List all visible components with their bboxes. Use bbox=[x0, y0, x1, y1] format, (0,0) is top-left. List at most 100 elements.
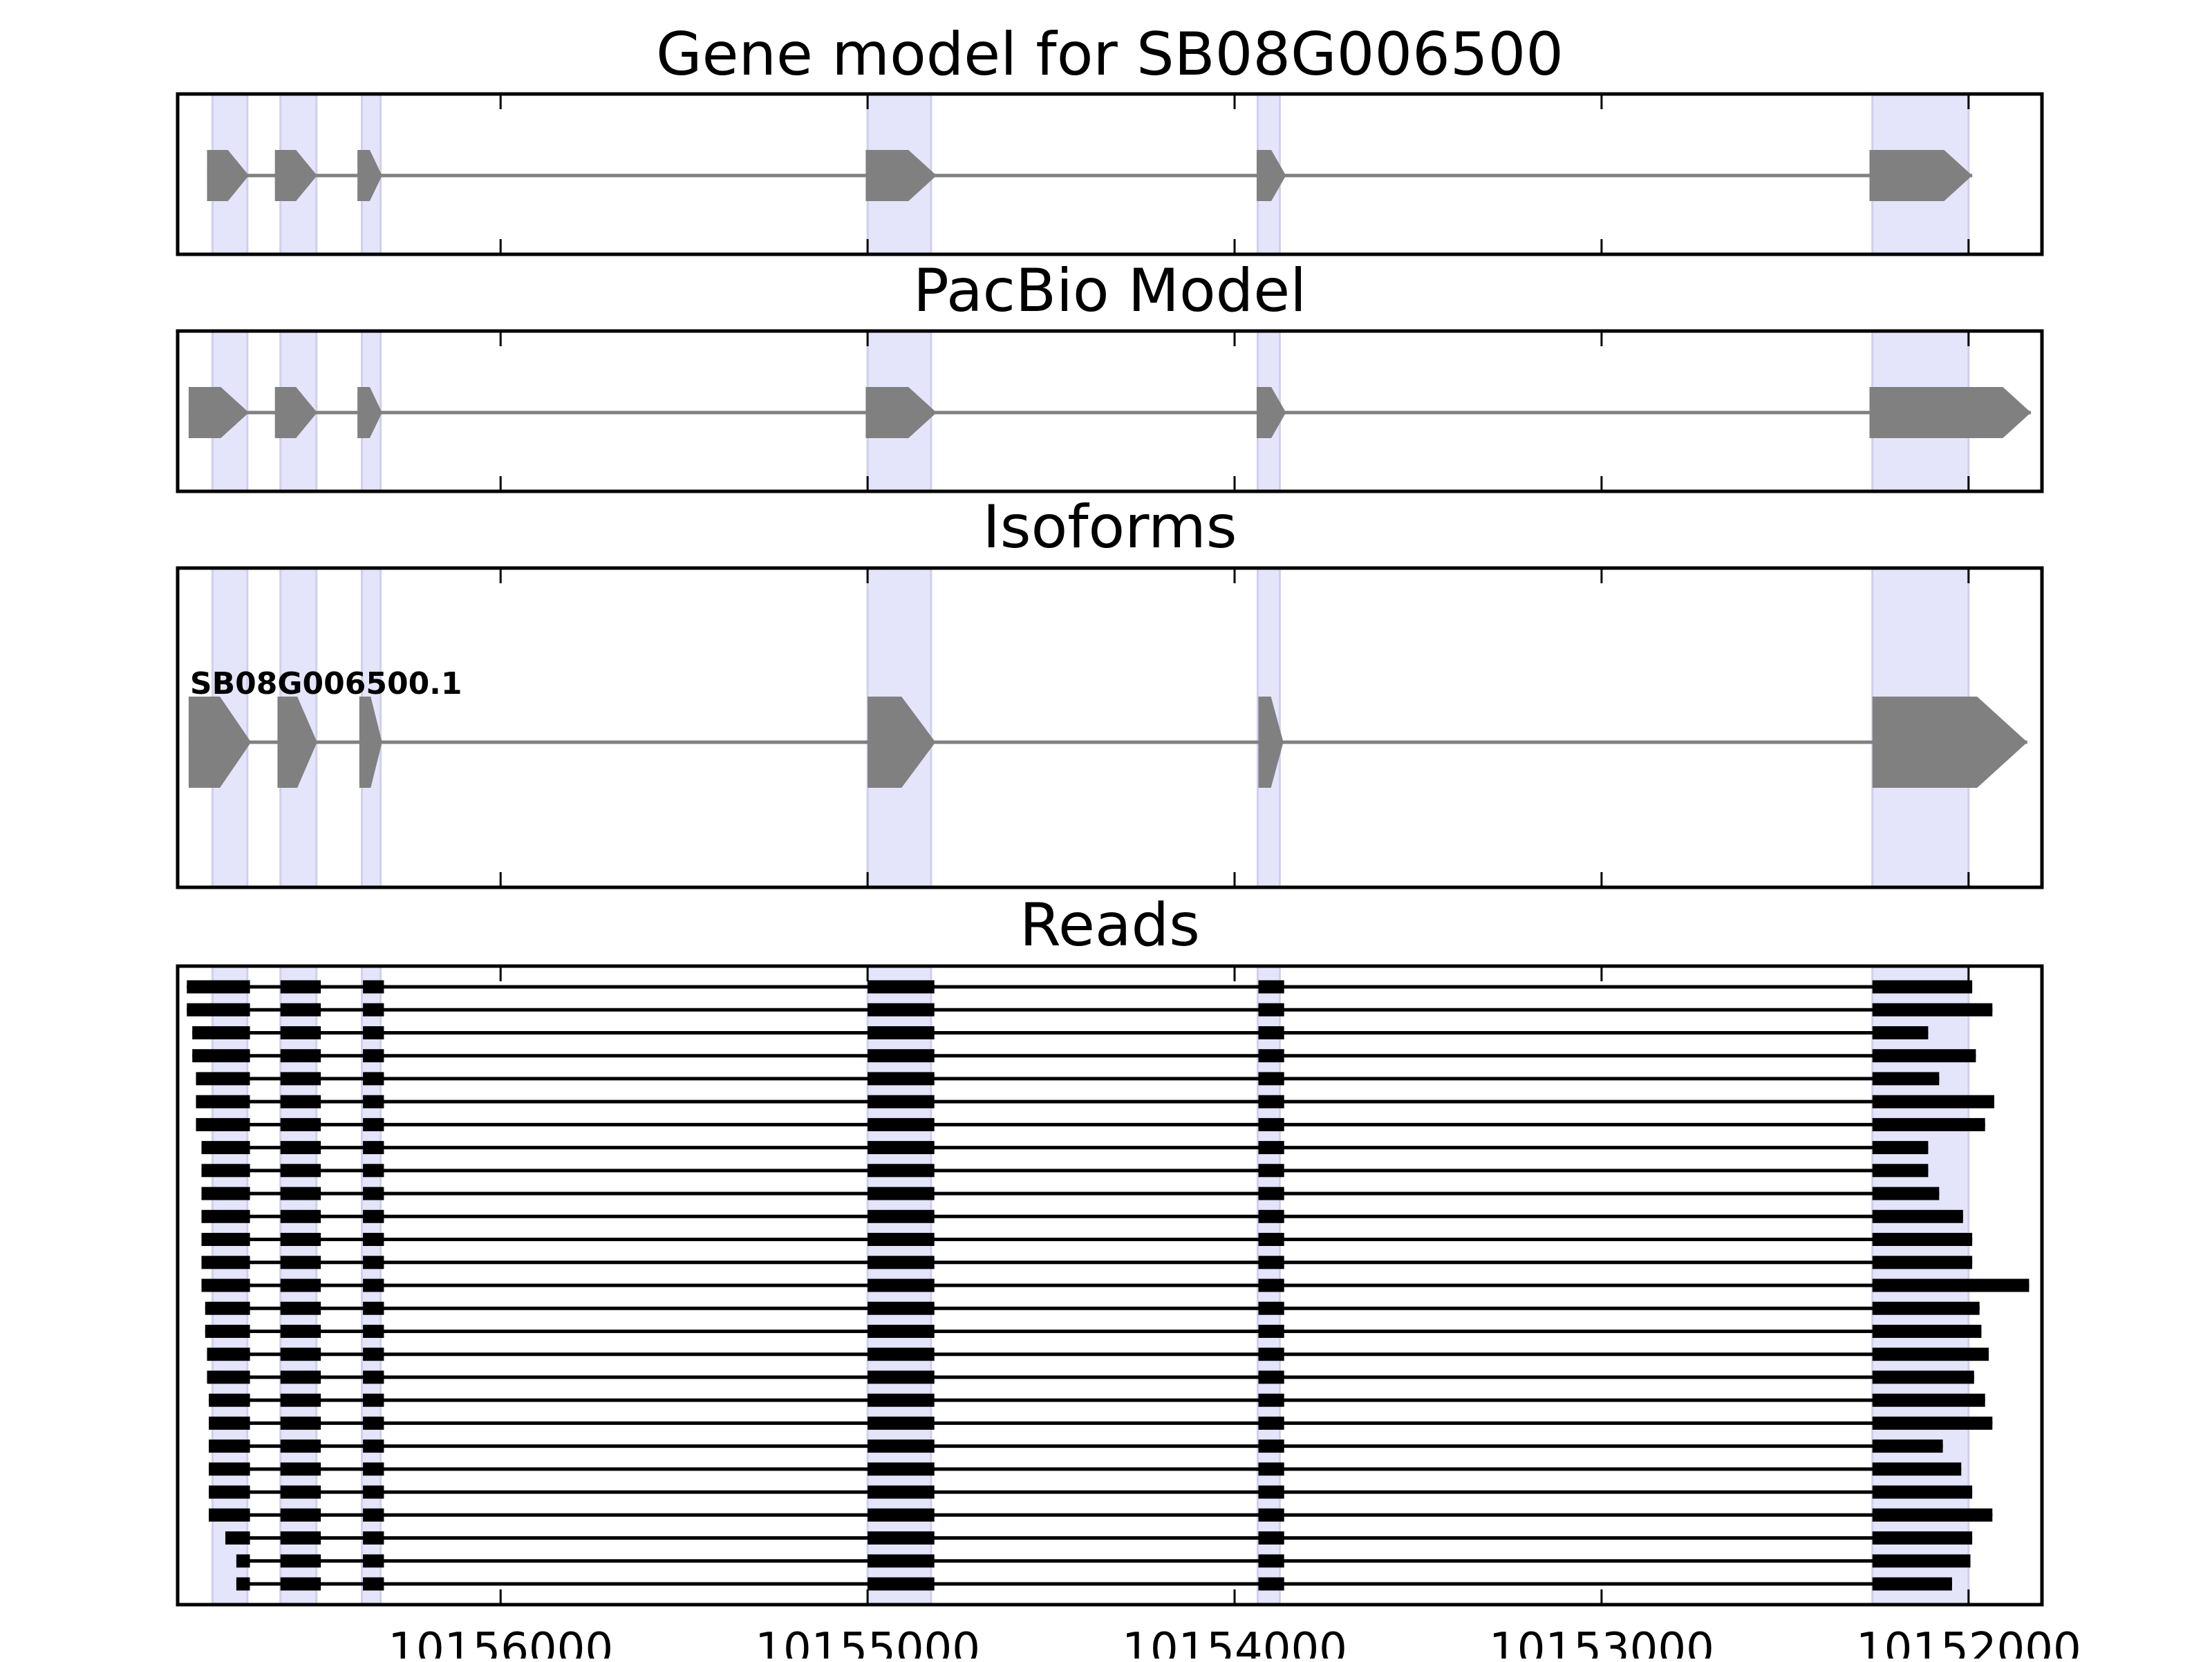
read-exon-block bbox=[868, 1439, 935, 1453]
read-exon-block bbox=[196, 1117, 250, 1131]
read-exon-block bbox=[1872, 1301, 1980, 1315]
exon-shape bbox=[1258, 697, 1284, 788]
read-exon-block bbox=[1258, 1117, 1284, 1131]
read-exon-block bbox=[1258, 1256, 1284, 1269]
read-exon-block bbox=[280, 1577, 321, 1591]
read-exon-block bbox=[868, 1117, 935, 1131]
read-exon-block bbox=[280, 1256, 321, 1269]
read-exon-block bbox=[1258, 1577, 1284, 1591]
exon-shape bbox=[1256, 387, 1286, 438]
read-exon-block bbox=[868, 1416, 935, 1430]
read-exon-block bbox=[201, 1278, 250, 1292]
read-exon-block bbox=[868, 1256, 935, 1269]
read-exon-block bbox=[1872, 1393, 1985, 1407]
read-exon-block bbox=[280, 1485, 321, 1499]
read-exon-block bbox=[1258, 1187, 1284, 1200]
read-exon-block bbox=[363, 1416, 384, 1430]
exon-shape bbox=[868, 697, 936, 788]
read-exon-block bbox=[236, 1577, 250, 1591]
read-exon-block bbox=[236, 1554, 250, 1568]
read-exon-block bbox=[868, 1393, 935, 1407]
read-exon-block bbox=[201, 1256, 250, 1269]
panel-title: PacBio Model bbox=[913, 256, 1306, 325]
read-exon-block bbox=[280, 1233, 321, 1246]
exon-shape bbox=[274, 150, 317, 201]
read-exon-block bbox=[868, 1072, 935, 1086]
read-exon-block bbox=[1872, 1577, 1952, 1591]
read-exon-block bbox=[1872, 1348, 1989, 1361]
read-exon-block bbox=[1872, 1072, 1940, 1086]
read-exon-block bbox=[1258, 1233, 1284, 1246]
read-exon-block bbox=[280, 1026, 321, 1039]
read-exon-block bbox=[1872, 1141, 1929, 1155]
read-exon-block bbox=[1872, 1233, 1973, 1246]
read-exon-block bbox=[209, 1485, 250, 1499]
read-exon-block bbox=[1258, 1439, 1284, 1453]
panel-frame bbox=[176, 566, 2044, 889]
x-tick-label: 10155000 bbox=[755, 1624, 980, 1659]
read-exon-block bbox=[363, 1301, 384, 1315]
read-exon-block bbox=[1872, 1370, 1974, 1384]
read-exon-block bbox=[363, 1577, 384, 1591]
read-exon-block bbox=[209, 1416, 250, 1430]
read-exon-block bbox=[363, 1095, 384, 1108]
read-exon-block bbox=[280, 1370, 321, 1384]
exon-shape bbox=[1869, 387, 2032, 438]
read-exon-block bbox=[280, 1348, 321, 1361]
read-exon-block bbox=[187, 980, 250, 994]
read-exon-block bbox=[363, 1348, 384, 1361]
read-exon-block bbox=[1872, 1485, 1973, 1499]
read-exon-block bbox=[868, 980, 935, 994]
read-exon-block bbox=[280, 1049, 321, 1063]
read-exon-block bbox=[207, 1370, 250, 1384]
read-exon-block bbox=[868, 1325, 935, 1338]
exon-shape bbox=[277, 697, 317, 788]
read-exon-block bbox=[1258, 1393, 1284, 1407]
read-exon-block bbox=[868, 1348, 935, 1361]
read-exon-block bbox=[363, 1554, 384, 1568]
read-exon-block bbox=[280, 1003, 321, 1017]
read-exon-block bbox=[868, 1554, 935, 1568]
read-exon-block bbox=[1258, 1301, 1284, 1315]
read-exon-block bbox=[868, 1049, 935, 1063]
panel-title: Isoforms bbox=[982, 493, 1237, 562]
exon-shape bbox=[188, 697, 252, 788]
read-exon-block bbox=[280, 1095, 321, 1108]
panel-2: PacBio Model bbox=[176, 256, 2044, 493]
read-exon-block bbox=[363, 1393, 384, 1407]
read-exon-block bbox=[280, 1439, 321, 1453]
read-exon-block bbox=[868, 1485, 935, 1499]
read-exon-block bbox=[196, 1072, 250, 1086]
read-exon-block bbox=[363, 1049, 384, 1063]
panel-4: Reads bbox=[176, 891, 2044, 1607]
read-exon-block bbox=[1258, 1209, 1284, 1223]
read-exon-block bbox=[363, 1164, 384, 1178]
read-exon-block bbox=[363, 1439, 384, 1453]
read-exon-block bbox=[363, 1233, 384, 1246]
read-exon-block bbox=[868, 1301, 935, 1315]
x-tick-label: 10156000 bbox=[388, 1624, 613, 1659]
exon-shape bbox=[188, 387, 249, 438]
read-exon-block bbox=[280, 980, 321, 994]
read-exon-block bbox=[280, 1072, 321, 1086]
read-exon-block bbox=[280, 1416, 321, 1430]
read-exon-block bbox=[363, 1325, 384, 1338]
exon-shape bbox=[865, 150, 937, 201]
read-exon-block bbox=[363, 1187, 384, 1200]
read-exon-block bbox=[868, 1577, 935, 1591]
read-exon-block bbox=[280, 1141, 321, 1155]
read-exon-block bbox=[363, 1508, 384, 1522]
read-exon-block bbox=[205, 1301, 250, 1315]
read-exon-block bbox=[209, 1508, 250, 1522]
panel-1: Gene model for SB08G006500 bbox=[176, 20, 2044, 256]
read-exon-block bbox=[1872, 1049, 1976, 1063]
read-exon-block bbox=[280, 1209, 321, 1223]
panel-title: Gene model for SB08G006500 bbox=[656, 20, 1564, 89]
read-exon-block bbox=[1872, 1095, 1994, 1108]
read-exon-block bbox=[1872, 1164, 1929, 1178]
read-exon-block bbox=[1872, 1256, 1973, 1269]
read-exon-block bbox=[868, 1233, 935, 1246]
read-exon-block bbox=[205, 1325, 250, 1338]
read-exon-block bbox=[1872, 1187, 1940, 1200]
read-exon-block bbox=[280, 1325, 321, 1338]
